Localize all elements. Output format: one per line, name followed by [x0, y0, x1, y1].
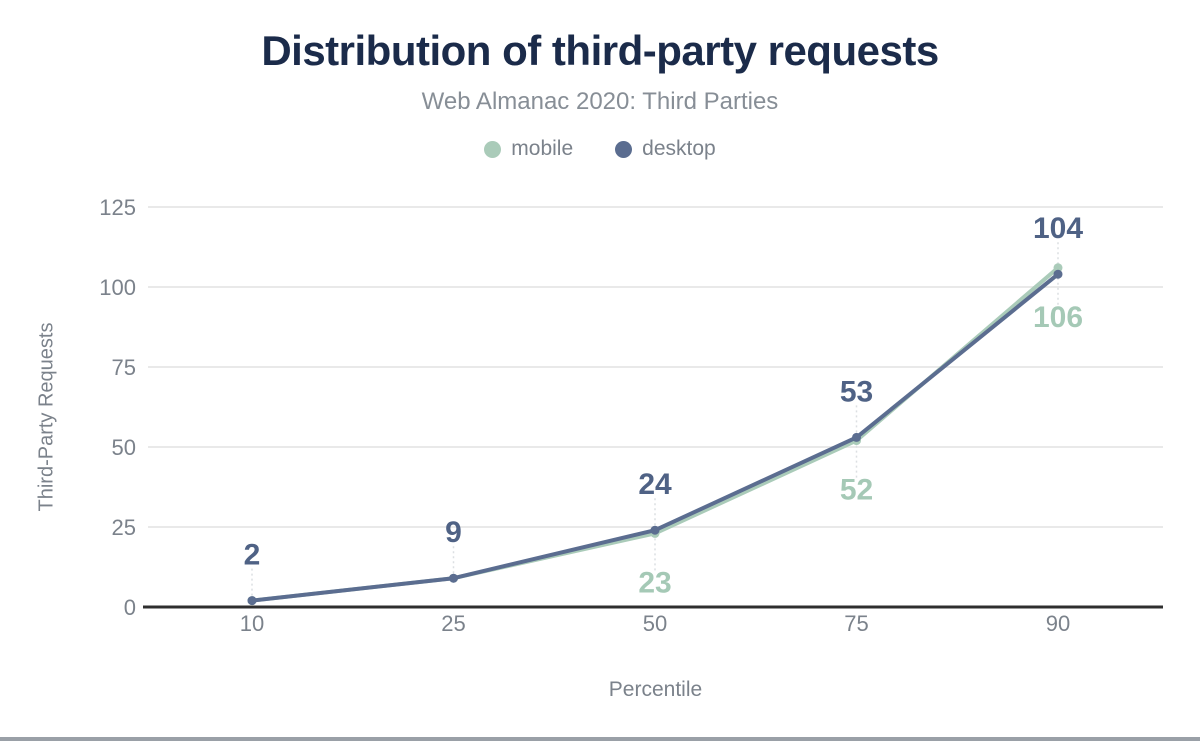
x-tick-label-90: 90	[1046, 611, 1070, 636]
data-point-desktop-p10[interactable]	[247, 596, 257, 606]
y-tick-label-75: 75	[112, 355, 136, 380]
x-axis-title: Percentile	[608, 678, 703, 701]
legend-item-mobile[interactable]: mobile	[484, 137, 573, 161]
data-label-desktop-p50: 24	[638, 468, 672, 501]
data-point-mobile-p90[interactable]	[1053, 263, 1063, 273]
bottom-border-bar	[0, 737, 1200, 741]
chart-subtitle: Web Almanac 2020: Third Parties	[421, 88, 779, 115]
x-tick-label-10: 10	[240, 611, 264, 636]
y-tick-label-100: 100	[99, 275, 136, 300]
data-point-desktop-p75[interactable]	[852, 432, 861, 442]
chart-header: Distribution of third-party requests Web…	[0, 0, 1200, 161]
y-axis-title: Third-Party Requests	[35, 322, 58, 512]
data-point-desktop-p50[interactable]	[650, 525, 660, 535]
data-label-desktop-p25: 9	[445, 516, 462, 549]
data-label-mobile-p50: 23	[638, 566, 671, 599]
x-tick-label-50: 50	[643, 611, 667, 636]
chart-title: Distribution of third-party requests	[261, 27, 939, 74]
data-point-desktop-p90[interactable]	[1053, 269, 1063, 279]
y-tick-label-25: 25	[112, 515, 136, 540]
data-point-desktop-p25[interactable]	[449, 573, 458, 583]
series-line-mobile	[250, 265, 1060, 603]
legend-label-mobile: mobile	[511, 137, 574, 160]
legend: mobile desktop	[0, 137, 1200, 161]
x-tick-label-25: 25	[441, 611, 465, 636]
data-label-mobile-p75: 52	[840, 474, 873, 507]
x-tick-label-75: 75	[844, 611, 868, 636]
y-tick-label-50: 50	[112, 435, 136, 460]
legend-label-desktop: desktop	[642, 137, 716, 160]
data-label-desktop-p90: 104	[1033, 212, 1083, 245]
mobile-series-dot-icon	[484, 140, 502, 158]
series-line-desktop	[250, 272, 1060, 603]
data-label-mobile-p90: 106	[1033, 301, 1083, 334]
data-label-desktop-p75: 53	[840, 375, 873, 408]
y-tick-label-125: 125	[99, 195, 136, 220]
legend-item-desktop[interactable]: desktop	[615, 137, 716, 161]
data-label-desktop-p10: 2	[244, 539, 261, 572]
desktop-series-dot-icon	[615, 140, 633, 158]
y-tick-label-0: 0	[124, 595, 136, 620]
